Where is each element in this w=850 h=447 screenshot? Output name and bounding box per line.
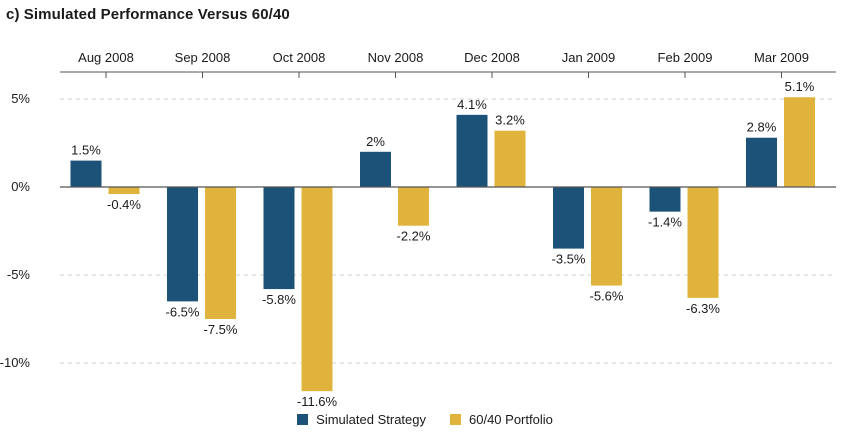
x-tick-label: Mar 2009: [754, 50, 809, 65]
x-tick-label: Jan 2009: [562, 50, 616, 65]
bar: [553, 187, 584, 249]
data-label: 5.1%: [785, 79, 815, 94]
data-label: -6.5%: [166, 304, 200, 319]
bar: [456, 114, 488, 187]
bar: [784, 97, 815, 187]
legend-label-portfolio: 60/40 Portfolio: [469, 412, 553, 427]
x-tick-label: Nov 2008: [368, 50, 424, 65]
data-label: -0.4%: [107, 197, 141, 212]
data-label: 1.5%: [71, 143, 101, 158]
bar: [687, 187, 719, 298]
data-label: 4.1%: [457, 97, 487, 112]
bar: [108, 187, 140, 195]
bar: [205, 187, 236, 319]
chart-title: c) Simulated Performance Versus 60/40: [6, 6, 290, 23]
bar: [746, 137, 777, 187]
data-label: 2.8%: [747, 120, 777, 135]
bar: [70, 160, 102, 187]
legend-label-strategy: Simulated Strategy: [316, 412, 426, 427]
y-tick-label: -5%: [7, 267, 31, 282]
data-label: -1.4%: [648, 215, 682, 230]
bar: [649, 187, 681, 212]
bar: [494, 130, 526, 187]
legend: Simulated Strategy 60/40 Portfolio: [0, 412, 850, 427]
bar: [591, 187, 622, 286]
x-tick-label: Feb 2009: [658, 50, 713, 65]
bar: [167, 187, 198, 302]
data-label: 3.2%: [495, 113, 525, 128]
y-tick-label: 5%: [11, 91, 30, 106]
legend-swatch-strategy: [297, 414, 309, 425]
bar: [263, 187, 295, 290]
data-label: -5.6%: [590, 289, 624, 304]
bar: [360, 151, 391, 187]
x-tick-label: Sep 2008: [175, 50, 231, 65]
y-tick-label: -10%: [0, 355, 30, 370]
x-tick-label: Dec 2008: [464, 50, 520, 65]
data-label: -11.6%: [297, 394, 338, 409]
data-label: -2.2%: [397, 229, 431, 244]
x-tick-label: Aug 2008: [78, 50, 134, 65]
data-label: 2%: [366, 134, 385, 149]
legend-item-portfolio: 60/40 Portfolio: [450, 412, 553, 427]
data-label: -6.3%: [686, 301, 720, 316]
legend-swatch-portfolio: [450, 414, 461, 425]
data-label: -7.5%: [204, 322, 238, 337]
y-tick-label: 0%: [11, 179, 30, 194]
data-label: -3.5%: [552, 252, 586, 267]
legend-item-strategy: Simulated Strategy: [297, 412, 426, 427]
bar: [398, 187, 429, 226]
bar: [301, 187, 333, 392]
data-label: -5.8%: [262, 292, 296, 307]
x-tick-label: Oct 2008: [273, 50, 326, 65]
